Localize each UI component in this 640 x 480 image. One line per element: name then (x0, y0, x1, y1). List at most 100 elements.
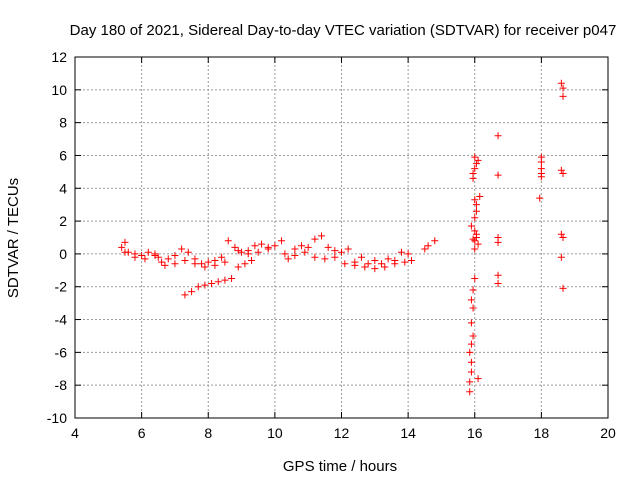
plot-frame (74, 56, 609, 419)
data-point (467, 222, 475, 230)
x-axis-label: GPS time / hours (283, 458, 397, 475)
data-point (474, 156, 482, 164)
data-point (144, 248, 152, 256)
data-point (221, 276, 229, 284)
data-point (181, 256, 189, 264)
data-point (476, 192, 484, 200)
data-point (467, 296, 475, 304)
data-point (301, 248, 309, 256)
grid (75, 57, 608, 418)
data-point (494, 271, 502, 279)
data-point (559, 84, 567, 92)
data-point (138, 252, 146, 260)
y-tick-label: 4 (59, 180, 67, 196)
y-tick-label: 12 (51, 49, 67, 65)
data-point (364, 260, 372, 268)
data-point (397, 248, 405, 256)
data-point (351, 261, 359, 269)
data-point (281, 250, 289, 258)
data-point (244, 250, 252, 258)
x-tick-label: 4 (71, 425, 79, 441)
data-point (471, 275, 479, 283)
data-point (321, 255, 329, 263)
data-point (311, 253, 319, 261)
data-point (181, 291, 189, 299)
data-point (391, 260, 399, 268)
data-point (467, 340, 475, 348)
data-point (291, 245, 299, 253)
data-point (557, 79, 565, 87)
data-point (248, 256, 256, 264)
data-point (557, 166, 565, 174)
data-point (214, 278, 222, 286)
data-point (234, 263, 242, 271)
data-point (469, 304, 477, 312)
data-point (201, 281, 209, 289)
data-point (154, 253, 162, 261)
data-point (357, 253, 365, 261)
data-point (371, 265, 379, 273)
data-point (341, 260, 349, 268)
data-point (469, 286, 477, 294)
data-point (472, 201, 480, 209)
x-tick-label: 6 (138, 425, 146, 441)
data-point (304, 243, 312, 251)
data-point (118, 243, 126, 251)
data-point (469, 174, 477, 182)
data-point (208, 279, 216, 287)
data-point (559, 234, 567, 241)
data-point (141, 255, 149, 263)
y-tick-label: -4 (55, 312, 68, 328)
data-point (471, 196, 479, 204)
data-point (228, 275, 236, 283)
data-point (131, 253, 139, 261)
data-point (254, 248, 262, 256)
data-point (471, 153, 479, 161)
data-point (466, 348, 474, 356)
data-point (151, 252, 159, 260)
data-point (121, 238, 129, 246)
y-tick-label: 8 (59, 115, 67, 131)
data-point (338, 248, 345, 256)
y-tick-label: -6 (55, 344, 68, 360)
data-point (221, 258, 229, 266)
data-point (271, 242, 279, 250)
data-point (537, 170, 545, 178)
data-point (224, 237, 232, 245)
data-point (559, 92, 567, 100)
data-point (121, 248, 129, 256)
data-point (494, 132, 502, 140)
y-tick-label: 6 (59, 147, 67, 163)
data-point (381, 263, 389, 271)
data-point (471, 237, 479, 245)
data-points (118, 79, 567, 396)
data-point (251, 242, 259, 250)
data-point (291, 252, 299, 260)
data-point (467, 319, 475, 327)
data-point (191, 260, 199, 268)
data-point (494, 279, 502, 287)
y-tick-label: -2 (55, 279, 68, 295)
data-point (344, 245, 352, 253)
data-point (559, 284, 567, 292)
x-tick-label: 14 (400, 425, 416, 441)
x-tick-label: 12 (334, 425, 350, 441)
data-point (194, 283, 202, 291)
y-tick-label: 10 (51, 82, 67, 98)
data-point (471, 227, 479, 235)
data-point (238, 248, 246, 256)
y-tick-label: 0 (59, 246, 67, 262)
data-point (218, 253, 226, 261)
data-point (201, 263, 209, 271)
data-point (204, 258, 212, 266)
data-point (264, 245, 272, 253)
data-point (474, 240, 482, 248)
data-point (401, 258, 409, 266)
data-point (471, 214, 479, 222)
data-point (178, 245, 186, 253)
data-point (557, 230, 565, 238)
data-point (241, 260, 249, 268)
data-point (258, 240, 266, 248)
data-point (231, 243, 239, 251)
